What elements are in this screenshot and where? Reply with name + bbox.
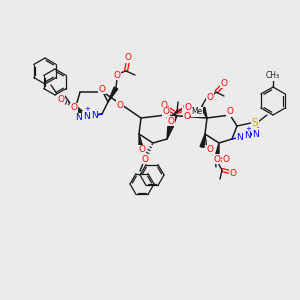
Text: O: O: [214, 154, 220, 164]
Text: O: O: [226, 107, 233, 116]
Text: O: O: [70, 103, 77, 112]
Text: O: O: [124, 53, 131, 62]
Text: O: O: [98, 85, 106, 94]
Text: O: O: [230, 169, 236, 178]
Text: N: N: [244, 131, 251, 140]
Text: -: -: [256, 124, 259, 130]
Text: O: O: [142, 154, 148, 164]
Polygon shape: [200, 134, 205, 147]
Text: -: -: [78, 108, 80, 114]
Text: O: O: [167, 116, 175, 125]
Polygon shape: [201, 107, 207, 118]
Text: N: N: [83, 112, 90, 121]
Text: S: S: [252, 118, 258, 128]
Text: O: O: [116, 100, 124, 109]
Polygon shape: [173, 115, 177, 127]
Text: O: O: [206, 146, 214, 154]
Text: O: O: [206, 92, 214, 101]
Text: O: O: [139, 146, 145, 154]
Text: O: O: [163, 107, 170, 116]
Text: O: O: [226, 107, 233, 116]
Text: O: O: [183, 112, 190, 121]
Polygon shape: [139, 134, 143, 148]
Text: O: O: [58, 94, 64, 103]
Text: O: O: [223, 155, 230, 164]
Polygon shape: [167, 124, 172, 139]
Text: O: O: [182, 103, 190, 112]
Text: +: +: [84, 106, 90, 112]
Text: N: N: [236, 133, 243, 142]
Text: N: N: [252, 130, 259, 139]
Text: O: O: [113, 70, 121, 80]
Text: O: O: [184, 103, 191, 112]
Text: O: O: [98, 85, 106, 94]
Text: +: +: [246, 126, 252, 132]
Text: CH₃: CH₃: [266, 71, 280, 80]
Text: Me: Me: [191, 107, 203, 116]
Polygon shape: [215, 143, 219, 157]
Text: N: N: [75, 113, 82, 122]
Polygon shape: [108, 87, 118, 102]
Text: O: O: [220, 79, 227, 88]
Text: N: N: [91, 111, 98, 120]
Text: O: O: [160, 100, 167, 109]
Text: O: O: [163, 107, 170, 116]
Polygon shape: [74, 108, 88, 116]
